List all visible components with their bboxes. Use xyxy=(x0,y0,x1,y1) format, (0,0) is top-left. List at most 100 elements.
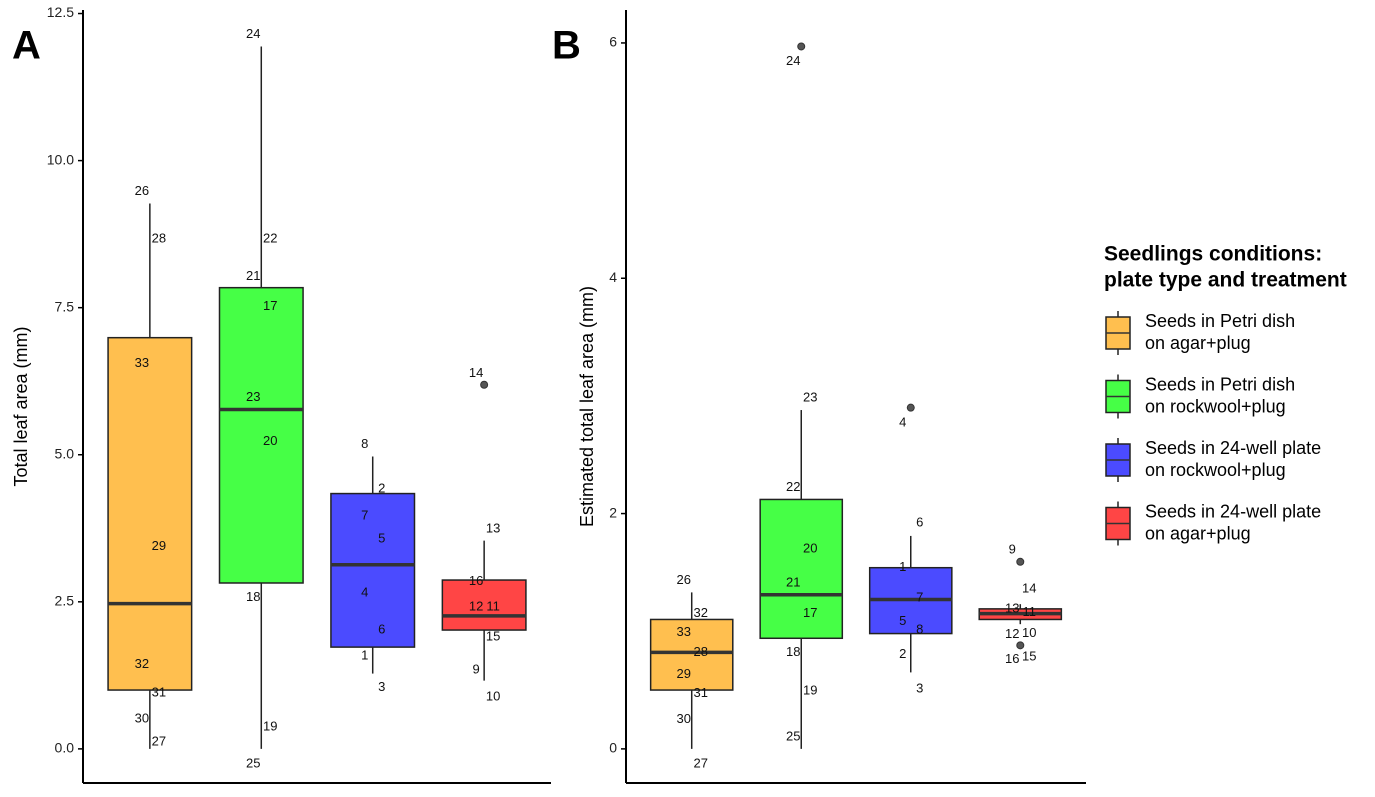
y-tick-label: 10.0 xyxy=(47,151,74,167)
outlier xyxy=(480,380,489,389)
legend-label: on agar+plug xyxy=(1145,333,1251,353)
legend-label: on agar+plug xyxy=(1145,523,1251,543)
box xyxy=(107,336,193,691)
point-label: 14 xyxy=(1022,580,1036,595)
point-label: 18 xyxy=(246,589,260,604)
legend-label: Seeds in 24-well plate xyxy=(1145,501,1321,521)
point-label: 33 xyxy=(135,355,149,370)
box xyxy=(759,498,844,640)
point-label: 3 xyxy=(916,680,923,695)
point-label: 5 xyxy=(378,530,385,545)
point-label: 1 xyxy=(899,559,906,574)
y-tick-label: 7.5 xyxy=(55,298,75,314)
point-label: 24 xyxy=(786,53,800,68)
point-label: 31 xyxy=(693,685,707,700)
point-label: 6 xyxy=(916,514,923,529)
point-label: 12 xyxy=(1005,626,1019,641)
point-label: 22 xyxy=(786,479,800,494)
point-label: 9 xyxy=(1009,541,1016,556)
point-label: 20 xyxy=(803,540,817,555)
point-label: 8 xyxy=(361,436,368,451)
point-label: 7 xyxy=(916,590,923,605)
point-label: 26 xyxy=(135,183,149,198)
point-label: 22 xyxy=(263,230,277,245)
point-label: 4 xyxy=(361,584,368,599)
point-label: 11 xyxy=(486,599,500,614)
point-label: 2 xyxy=(378,480,385,495)
point-label: 27 xyxy=(152,733,166,748)
y-tick-label: 6 xyxy=(609,34,617,50)
point-label: 13 xyxy=(486,520,500,535)
point-label: 32 xyxy=(693,605,707,620)
legend-label: Seeds in 24-well plate xyxy=(1145,438,1321,458)
legend-label: on rockwool+plug xyxy=(1145,396,1286,416)
point-label: 29 xyxy=(152,538,166,553)
point-label: 5 xyxy=(899,613,906,628)
point-label: 17 xyxy=(263,298,277,313)
box xyxy=(330,492,416,648)
point-label: 26 xyxy=(676,572,690,587)
point-label: 27 xyxy=(693,756,707,771)
point-label: 1 xyxy=(361,647,368,662)
outlier xyxy=(797,42,806,51)
point-label: 28 xyxy=(152,230,166,245)
box xyxy=(441,579,527,631)
point-label: 4 xyxy=(899,414,906,429)
point-label: 7 xyxy=(361,507,368,522)
point-label: 20 xyxy=(263,433,277,448)
point-label: 24 xyxy=(246,26,260,41)
outlier xyxy=(1016,641,1025,650)
box xyxy=(649,618,734,691)
point-label: 18 xyxy=(786,644,800,659)
point-label: 31 xyxy=(152,684,166,699)
point-label: 8 xyxy=(916,621,923,636)
point-label: 14 xyxy=(469,365,483,380)
panel-label: B xyxy=(552,24,581,68)
point-label: 21 xyxy=(786,574,800,589)
point-label: 11 xyxy=(1023,604,1037,619)
point-label: 15 xyxy=(486,629,500,644)
y-tick-label: 0.0 xyxy=(55,740,75,756)
legend-label: Seeds in Petri dish xyxy=(1145,374,1295,394)
point-label: 29 xyxy=(676,666,690,681)
y-axis-label: Estimated total leaf area (mm) xyxy=(577,286,597,527)
point-label: 6 xyxy=(378,621,385,636)
panel-label: A xyxy=(12,24,41,68)
y-tick-label: 2 xyxy=(609,504,617,520)
point-label: 10 xyxy=(486,689,500,704)
point-label: 15 xyxy=(1022,649,1036,664)
point-label: 16 xyxy=(469,573,483,588)
outlier xyxy=(906,403,915,412)
point-label: 30 xyxy=(676,711,690,726)
point-label: 3 xyxy=(378,679,385,694)
point-label: 28 xyxy=(693,644,707,659)
y-tick-label: 4 xyxy=(609,269,617,285)
point-label: 13 xyxy=(1005,600,1019,615)
legend-label: on rockwool+plug xyxy=(1145,460,1286,480)
point-label: 19 xyxy=(803,683,817,698)
point-label: 16 xyxy=(1005,651,1019,666)
y-tick-label: 0 xyxy=(609,740,617,756)
point-label: 12 xyxy=(469,599,483,614)
point-label: 30 xyxy=(135,710,149,725)
y-axis-label: Total leaf area (mm) xyxy=(11,326,31,486)
outlier xyxy=(1016,557,1025,566)
point-label: 19 xyxy=(263,719,277,734)
point-label: 32 xyxy=(135,656,149,671)
point-label: 10 xyxy=(1022,625,1036,640)
point-label: 33 xyxy=(676,624,690,639)
point-label: 25 xyxy=(246,756,260,771)
y-tick-label: 2.5 xyxy=(55,593,75,609)
point-label: 23 xyxy=(803,390,817,405)
point-label: 25 xyxy=(786,729,800,744)
y-tick-label: 5.0 xyxy=(55,445,75,461)
legend-title: plate type and treatment xyxy=(1104,269,1347,292)
point-label: 17 xyxy=(803,605,817,620)
point-label: 2 xyxy=(899,646,906,661)
y-tick-label: 12.5 xyxy=(47,4,74,20)
legend-label: Seeds in Petri dish xyxy=(1145,311,1295,331)
box xyxy=(218,286,304,584)
point-label: 23 xyxy=(246,389,260,404)
legend-title: Seedlings conditions: xyxy=(1104,243,1322,266)
